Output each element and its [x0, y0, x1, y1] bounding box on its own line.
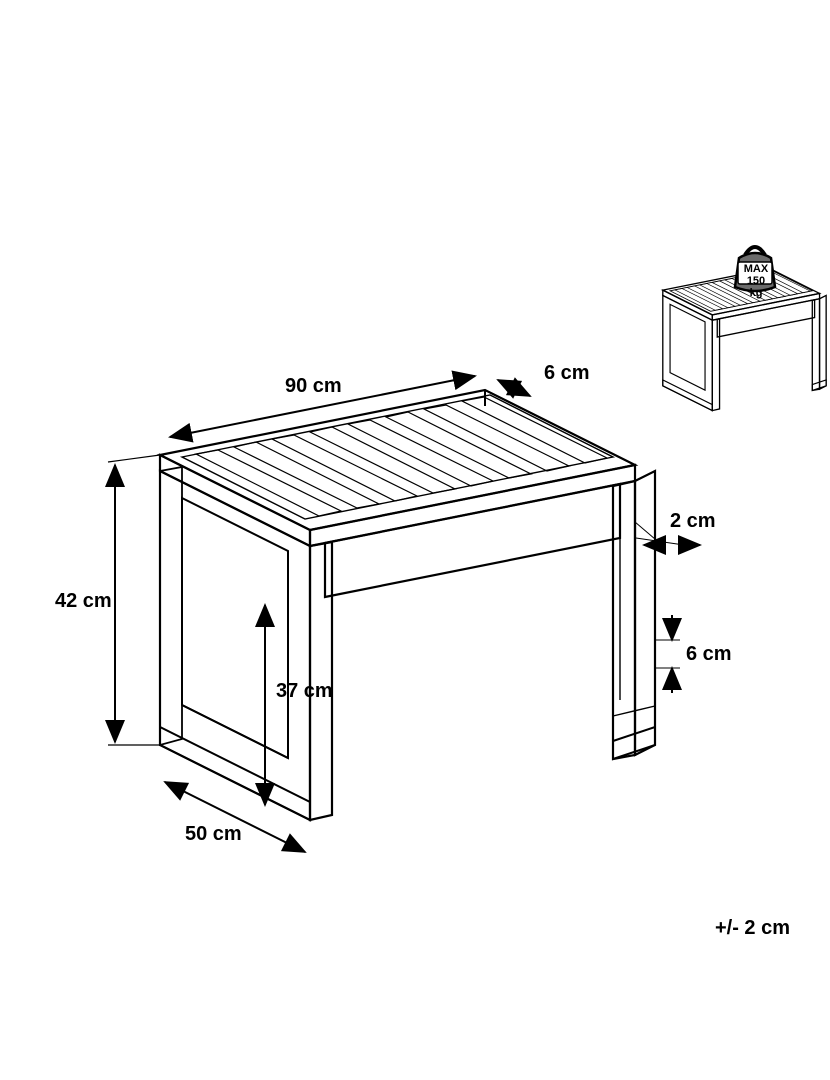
weight-max-line2: 150 kg	[747, 275, 765, 299]
weight-max-label: MAX 150 kg	[741, 263, 771, 299]
inner-height-label: 37 cm	[276, 680, 333, 703]
slat-width-label: 6 cm	[544, 362, 590, 385]
depth-label: 50 cm	[185, 823, 242, 846]
dimension-diagram: 90 cm 6 cm 42 cm 37 cm 2 cm 6 cm 50 cm +…	[0, 0, 830, 1080]
weight-max-line1: MAX	[744, 263, 768, 275]
tolerance-label: +/- 2 cm	[715, 917, 790, 940]
apron-thickness-label: 2 cm	[670, 510, 716, 533]
leg-depth-label: 6 cm	[686, 643, 732, 666]
diagram-svg	[0, 0, 830, 1080]
length-label: 90 cm	[285, 375, 342, 398]
total-height-label: 42 cm	[55, 590, 112, 613]
